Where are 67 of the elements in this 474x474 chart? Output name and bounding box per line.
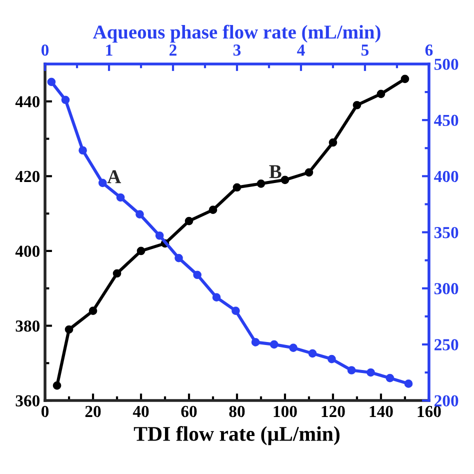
- point: [232, 306, 240, 315]
- y-tick-label: 200: [434, 395, 458, 406]
- point: [61, 96, 70, 104]
- point: [208, 206, 218, 214]
- x-tick-label: 2: [170, 44, 176, 56]
- point: [352, 100, 362, 110]
- x-tick-label: 1: [106, 44, 112, 56]
- x-tick-label: 120: [322, 406, 345, 418]
- point: [136, 246, 146, 256]
- x-tick-label: 80: [229, 406, 245, 418]
- y-tick-label: 500: [434, 58, 458, 70]
- point: [270, 340, 278, 349]
- y-tick-label: 440: [15, 96, 40, 108]
- point: [52, 381, 62, 390]
- x-tick-label: 60: [181, 406, 197, 418]
- x-tick-label: 140: [370, 406, 393, 418]
- x-tick-label: 0: [42, 44, 49, 56]
- x-axis-title: Aqueous phase flow rate (mL/min): [92, 24, 380, 43]
- point: [155, 231, 164, 240]
- point: [404, 380, 413, 388]
- point: [193, 270, 202, 280]
- x-tick-label: 160: [418, 406, 441, 418]
- x-tick-label: 100: [274, 406, 297, 418]
- y-tick-label: 450: [434, 114, 458, 126]
- point: [112, 269, 122, 278]
- point: [308, 349, 317, 358]
- x-axis-title: TDI flow rate (μL/min): [134, 426, 340, 446]
- x-tick-label: 20: [85, 406, 101, 418]
- y-tick-label: 300: [434, 283, 458, 294]
- point: [184, 216, 194, 226]
- point: [280, 176, 290, 184]
- point: [98, 178, 107, 188]
- annotation: B: [269, 165, 282, 178]
- point: [386, 374, 394, 382]
- y-tick-label: 350: [434, 226, 458, 238]
- y-tick-label: 360: [16, 395, 40, 406]
- point: [251, 338, 260, 346]
- x-tick-label: 3: [233, 44, 241, 56]
- y-tick-label: 380: [16, 320, 40, 332]
- point: [328, 138, 338, 147]
- point: [64, 325, 74, 334]
- point: [400, 74, 410, 84]
- point: [174, 254, 183, 262]
- point: [116, 193, 125, 202]
- point: [212, 293, 221, 302]
- point: [88, 306, 98, 315]
- point: [136, 210, 144, 218]
- point: [256, 179, 266, 188]
- point: [376, 90, 386, 98]
- x-tick-label: 4: [297, 44, 305, 56]
- point: [289, 344, 298, 352]
- y-tick-label: 250: [434, 339, 458, 350]
- point: [304, 168, 314, 177]
- point: [347, 366, 356, 374]
- point: [328, 354, 336, 364]
- point: [47, 78, 56, 86]
- point: [232, 183, 242, 192]
- x-tick-label: 5: [361, 44, 369, 56]
- y-tick-label: 400: [15, 246, 40, 257]
- x-tick-label: 6: [425, 44, 433, 56]
- point: [366, 368, 375, 377]
- point: [78, 146, 87, 155]
- annotation: A: [107, 170, 122, 184]
- x-tick-label: 40: [132, 406, 149, 418]
- y-tick-label: 420: [15, 170, 40, 182]
- y-tick-label: 400: [434, 170, 458, 182]
- x-tick-label: 0: [42, 406, 49, 418]
